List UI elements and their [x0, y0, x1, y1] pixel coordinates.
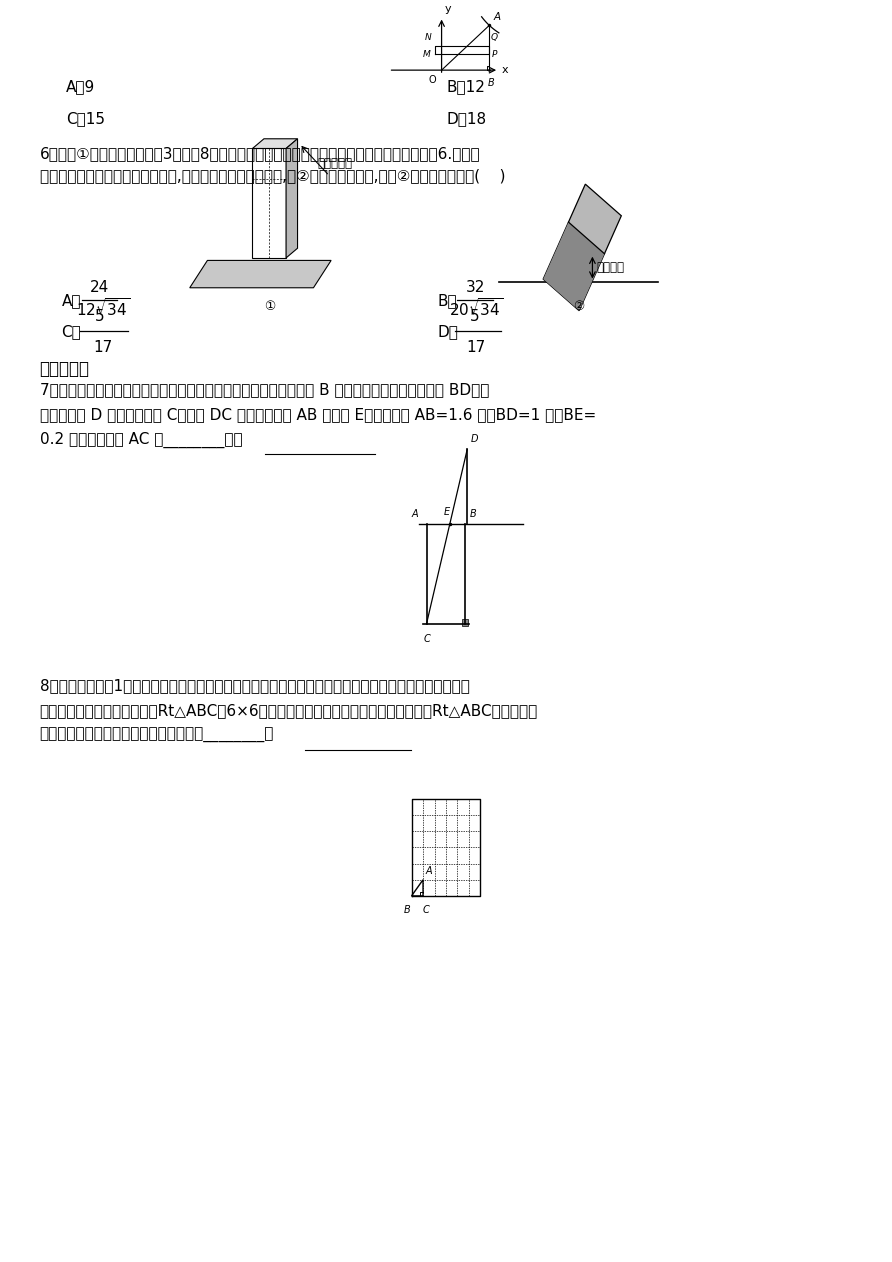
Text: N: N — [425, 33, 432, 42]
Bar — [462, 620, 468, 626]
Text: 7．《九章算术》中记载了一种测量井深的方法．如图所示，在井口 B 处立一根垂直于井口的木杆 BD，从: 7．《九章算术》中记载了一种测量井深的方法．如图所示，在井口 B 处立一根垂直于… — [39, 382, 489, 398]
Text: E: E — [444, 506, 450, 516]
Text: M: M — [422, 50, 430, 59]
Text: B．12: B．12 — [446, 78, 485, 93]
Polygon shape — [252, 139, 298, 149]
Text: 32: 32 — [466, 280, 485, 295]
Text: Q: Q — [491, 33, 498, 42]
Text: C: C — [423, 634, 430, 644]
Text: x: x — [501, 66, 508, 76]
Text: A: A — [411, 509, 417, 519]
Text: 17: 17 — [467, 339, 485, 355]
Text: C．: C． — [62, 324, 81, 338]
Text: ②: ② — [573, 300, 584, 313]
Text: A．: A． — [62, 293, 81, 308]
Polygon shape — [286, 139, 298, 257]
Text: A．9: A．9 — [66, 78, 95, 93]
Polygon shape — [543, 184, 622, 310]
Text: 称为格点三角形．如图，已知Rt△ABC是6×6网格图形中的格点三角形，则该图中所有与Rt△ABC相似的格点: 称为格点三角形．如图，已知Rt△ABC是6×6网格图形中的格点三角形，则该图中所… — [39, 703, 538, 718]
Text: D．18: D．18 — [446, 111, 486, 126]
Text: y: y — [444, 4, 450, 14]
Text: C．15: C．15 — [66, 111, 105, 126]
Text: 5: 5 — [470, 309, 480, 324]
Text: B: B — [470, 509, 476, 519]
Text: A: A — [493, 11, 500, 21]
Text: ①: ① — [264, 300, 275, 313]
Text: 木杆的顶端 D 观察井水水岸 C，视线 DC 与井口的直径 AB 交于点 E，如果测得 AB=1.6 米，BD=1 米，BE=: 木杆的顶端 D 观察井水水岸 C，视线 DC 与井口的直径 AB 交于点 E，如… — [39, 408, 596, 422]
Text: 体容器绕底面一棱进行旋转倾斜后,水面恰好触到容器口边缘,图②是此时的示意图,则图②中的水面高度为(    ): 体容器绕底面一棱进行旋转倾斜后,水面恰好触到容器口边缘,图②是此时的示意图,则图… — [39, 168, 505, 183]
Text: 三角形中，面积最大的三角形的斜边长是________．: 三角形中，面积最大的三角形的斜边长是________． — [39, 728, 274, 743]
Text: B．: B． — [437, 293, 457, 308]
Text: 容器口边缘: 容器口边缘 — [318, 156, 353, 169]
Text: 二、填空题: 二、填空题 — [39, 360, 89, 377]
Text: 17: 17 — [94, 339, 112, 355]
Text: O: O — [429, 76, 436, 85]
Text: D: D — [471, 434, 478, 444]
Text: D．: D． — [437, 324, 458, 338]
Text: 8．在由边长均为1的小正方形组成的网格图形中，每个小正方形的顶点称为格点，顶点都是格点的三角形: 8．在由边长均为1的小正方形组成的网格图形中，每个小正方形的顶点称为格点，顶点都… — [39, 678, 469, 693]
Text: 5: 5 — [95, 309, 104, 324]
Text: B: B — [488, 77, 494, 87]
Text: $20\sqrt{34}$: $20\sqrt{34}$ — [449, 297, 503, 319]
Text: 24: 24 — [90, 280, 109, 295]
Text: C: C — [422, 905, 429, 915]
Text: $12\sqrt{34}$: $12\sqrt{34}$ — [76, 297, 130, 319]
Text: 0.2 米，那么井深 AC 为________米．: 0.2 米，那么井深 AC 为________米． — [39, 432, 242, 448]
Text: 水面高度: 水面高度 — [597, 261, 625, 274]
Polygon shape — [252, 149, 286, 257]
Polygon shape — [190, 260, 331, 288]
Polygon shape — [543, 222, 605, 310]
Text: B: B — [404, 905, 410, 915]
Text: A: A — [425, 866, 433, 876]
Text: 6．如图①，一个长、宽均为3，高为8的长方体容器放置在水平桌面上，里面盛有水，水面高为6.将长方: 6．如图①，一个长、宽均为3，高为8的长方体容器放置在水平桌面上，里面盛有水，水… — [39, 146, 480, 162]
Text: P: P — [492, 50, 498, 59]
